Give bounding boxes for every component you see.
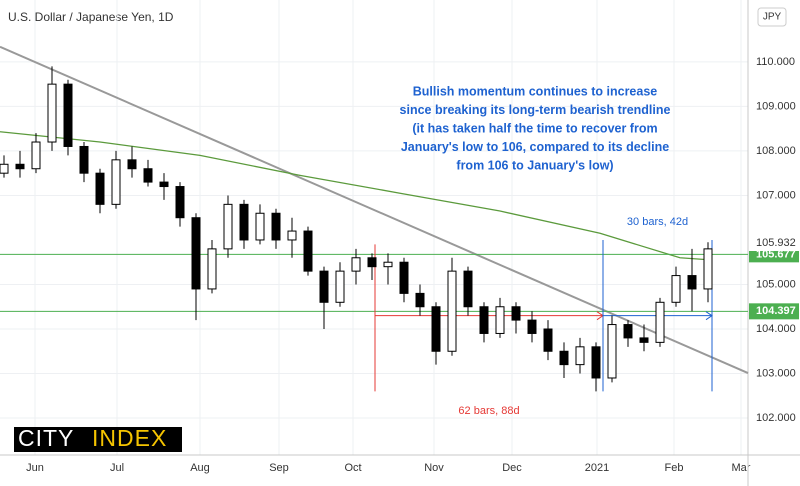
candle-body [415, 292, 425, 308]
candle-body [447, 270, 457, 352]
candle-body [575, 346, 585, 366]
y-tick-label: 105.000 [756, 278, 796, 290]
measure-label: 30 bars, 42d [627, 216, 688, 228]
x-tick-label: Jun [26, 462, 44, 474]
candle-body [287, 230, 297, 241]
candle-body [255, 212, 265, 241]
candle-body [399, 261, 409, 294]
annotation: from 106 to January's low) [456, 158, 613, 172]
candle-body [543, 328, 553, 352]
x-tick-label: Sep [269, 462, 289, 474]
y-tick-label: 107.000 [756, 189, 796, 201]
candle-body [239, 203, 249, 241]
candle-body [639, 337, 649, 343]
candle-body [191, 217, 201, 290]
arrow-head [705, 311, 713, 321]
candle-body [127, 159, 137, 170]
level-label: 104.397 [756, 305, 796, 317]
candle-body [559, 350, 569, 366]
x-tick-label: Dec [502, 462, 522, 474]
candle-body [351, 257, 361, 272]
y-tick-label: 109.000 [756, 100, 796, 112]
candle-body [335, 270, 345, 303]
x-tick-label: Oct [344, 462, 361, 474]
logo-box [14, 427, 182, 452]
candle-body [95, 172, 105, 205]
candle-body [143, 168, 153, 183]
x-tick-label: Mar [732, 462, 751, 474]
candle-body [671, 275, 681, 303]
candle-body [655, 301, 665, 343]
candle-body [511, 306, 521, 321]
candle-body [367, 257, 377, 268]
candle-body [703, 248, 713, 290]
candle-body [687, 275, 697, 290]
y-tick-label: 102.000 [756, 412, 796, 424]
y-tick-label: 103.000 [756, 367, 796, 379]
x-tick-label: Aug [190, 462, 210, 474]
candle-body [223, 203, 233, 250]
currency: JPY [763, 12, 782, 23]
candle-body [527, 319, 537, 334]
y-tick-label: 110.000 [756, 56, 795, 68]
candle-body [319, 270, 329, 303]
candle-body [0, 163, 9, 174]
annotation: since breaking its long-term bearish tre… [400, 103, 671, 117]
logo-text: CITY [18, 425, 74, 451]
last-price-tag [749, 234, 799, 251]
annotation: Bullish momentum continues to increase [413, 84, 658, 98]
annotation: (it has taken half the time to recover f… [412, 121, 657, 135]
x-tick-label: Feb [665, 462, 684, 474]
indicator-line [0, 45, 749, 374]
currency-badge [757, 7, 787, 27]
indicator-line [0, 131, 713, 261]
y-tick-label: 104.000 [756, 323, 796, 335]
chart-title: U.S. Dollar / Japanese Yen, 1D [8, 10, 174, 24]
y-tick-label: 108.000 [756, 145, 796, 157]
candle-body [383, 261, 393, 268]
level-label: 105.677 [756, 248, 796, 260]
candle-body [31, 141, 41, 170]
candle-body [79, 145, 89, 174]
candle-body [607, 324, 617, 379]
candle-body [591, 346, 601, 379]
candle-body [479, 306, 489, 334]
candle-body [111, 159, 121, 205]
x-tick-label: 2021 [585, 462, 609, 474]
level-tag [749, 303, 799, 320]
annotation: January's low to 106, compared to its de… [401, 140, 669, 154]
x-tick-label: Jul [110, 462, 124, 474]
x-tick-label: Nov [424, 462, 444, 474]
candle-body [463, 270, 473, 308]
candle-body [15, 163, 25, 170]
candle-body [271, 212, 281, 241]
candle-body [207, 248, 217, 290]
candle-body [63, 83, 73, 147]
last-price-label: 105.932 [756, 237, 796, 249]
candle-body [431, 306, 441, 352]
candle-body [175, 186, 185, 219]
measure-label: 62 bars, 88d [458, 405, 519, 417]
candle-body [495, 306, 505, 334]
candle-body [303, 230, 313, 272]
candle-body [47, 83, 57, 143]
candle-body [159, 181, 169, 188]
candle-body [623, 324, 633, 339]
logo-text: INDEX [92, 425, 167, 451]
